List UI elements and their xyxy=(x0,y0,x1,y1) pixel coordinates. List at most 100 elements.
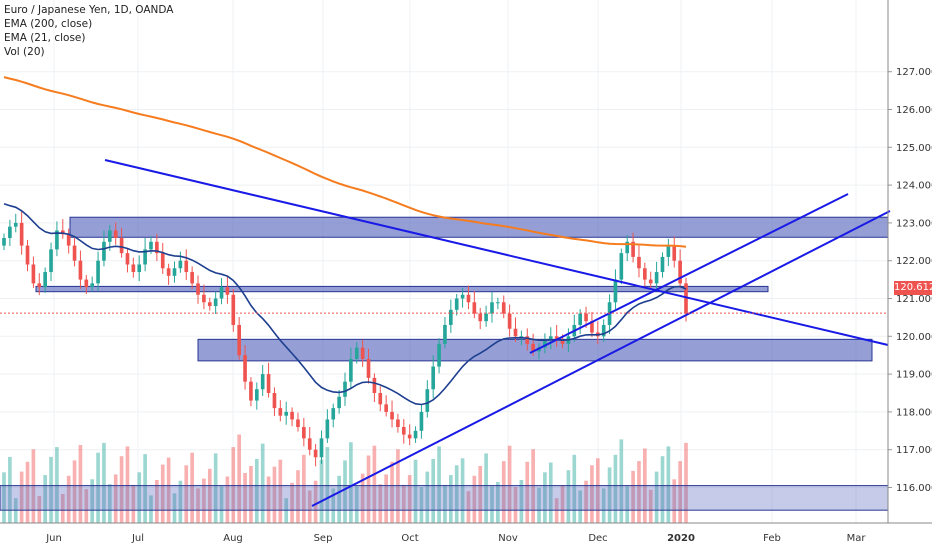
y-tick-label: 125.000 xyxy=(896,143,932,154)
volume-bar xyxy=(119,456,124,523)
volume-bar xyxy=(566,470,571,523)
candle-body xyxy=(654,272,659,284)
candle-body xyxy=(78,260,83,280)
candle-body xyxy=(225,287,230,295)
candle-body xyxy=(531,343,535,352)
legend-symbol: Euro / Japanese Yen, 1D, OANDA xyxy=(4,4,174,16)
volume-bar xyxy=(78,445,83,523)
volume-bar xyxy=(584,480,588,523)
volume-bar xyxy=(278,459,283,523)
volume-bar xyxy=(254,459,259,523)
candle-body xyxy=(507,313,512,329)
x-tick-label: Mar xyxy=(847,533,867,544)
volume-bar xyxy=(519,480,524,523)
volume-bar xyxy=(125,446,130,523)
candle-body xyxy=(219,287,224,299)
x-tick-label: Nov xyxy=(498,533,518,544)
candle-body xyxy=(496,302,500,304)
volume-bar xyxy=(460,458,465,523)
ema200-line xyxy=(3,76,687,248)
volume-bar xyxy=(672,479,677,523)
candle-body xyxy=(554,336,559,341)
volume-bar xyxy=(166,457,171,523)
candle-body xyxy=(490,302,494,314)
volume-bar xyxy=(302,454,306,523)
x-tick-label: Jul xyxy=(131,533,144,544)
volume-bar xyxy=(178,480,183,523)
candle-body xyxy=(131,264,136,273)
volume-bar xyxy=(102,442,106,523)
volume-bar xyxy=(337,475,341,523)
volume-bar xyxy=(407,475,412,523)
volume-bar xyxy=(155,480,159,523)
candle-body xyxy=(278,408,283,416)
candle-body xyxy=(584,313,588,322)
volume-bar xyxy=(654,471,659,523)
volume-bar xyxy=(331,488,336,523)
volume-bar xyxy=(243,473,247,523)
candle-body xyxy=(213,298,218,307)
candle-body xyxy=(254,389,259,401)
volume-bar xyxy=(525,461,530,523)
candle-body xyxy=(19,222,24,246)
candle-body xyxy=(466,294,471,303)
candle-body xyxy=(90,283,95,288)
candle-body xyxy=(366,358,371,378)
y-tick-label: 119.000 xyxy=(896,370,932,381)
volume-bar xyxy=(296,470,300,523)
volume-bar xyxy=(237,434,241,523)
volume-bar xyxy=(431,459,436,523)
x-tick-label: 2020 xyxy=(667,533,695,544)
candle-body xyxy=(648,279,653,284)
volume-bar xyxy=(360,473,365,523)
y-tick-label: 124.000 xyxy=(896,181,932,192)
volume-bar xyxy=(313,480,318,523)
candle-body xyxy=(243,355,247,382)
volume-bar xyxy=(507,445,512,523)
candle-body xyxy=(237,324,241,356)
volume-bar xyxy=(590,465,594,523)
volume-bar xyxy=(172,493,177,523)
volume-bar xyxy=(307,490,312,523)
candle-body xyxy=(384,404,388,412)
last-price-tag: 120.612 xyxy=(894,281,932,295)
candle-body xyxy=(284,411,289,416)
volume-bar xyxy=(349,442,353,523)
volume-bar xyxy=(543,472,547,523)
volume-bar xyxy=(537,487,541,523)
candle-body xyxy=(25,245,30,265)
zone-rect xyxy=(0,485,889,511)
volume-bar xyxy=(437,446,441,523)
volume-bar xyxy=(490,486,494,523)
y-tick-label: 118.000 xyxy=(896,407,932,418)
volume-bar xyxy=(260,443,265,523)
candle-body xyxy=(613,279,618,303)
volume-bar xyxy=(449,475,453,523)
candle-body xyxy=(349,358,353,382)
volume-bar xyxy=(660,456,665,523)
candle-body xyxy=(431,366,436,390)
candle-body xyxy=(119,238,124,254)
candle-body xyxy=(437,343,441,367)
volume-bar xyxy=(478,466,483,523)
candle-body xyxy=(643,268,647,280)
volume-bar xyxy=(2,472,6,523)
volume-bar xyxy=(196,488,200,523)
y-tick-label: 121.000 xyxy=(896,294,932,305)
candle-body xyxy=(337,396,341,409)
volume-bar xyxy=(548,462,553,523)
volume-bar xyxy=(272,466,277,523)
candle-body xyxy=(172,268,177,276)
candle-body xyxy=(396,419,400,428)
candle-body xyxy=(637,256,641,269)
candle-body xyxy=(307,438,312,450)
candle-body xyxy=(413,430,418,439)
candle-body xyxy=(302,427,306,439)
volume-bar xyxy=(625,486,630,523)
candle-body xyxy=(660,256,665,273)
candle-body xyxy=(501,302,506,314)
y-tick-label: 116.000 xyxy=(896,483,932,494)
candle-body xyxy=(84,279,89,288)
